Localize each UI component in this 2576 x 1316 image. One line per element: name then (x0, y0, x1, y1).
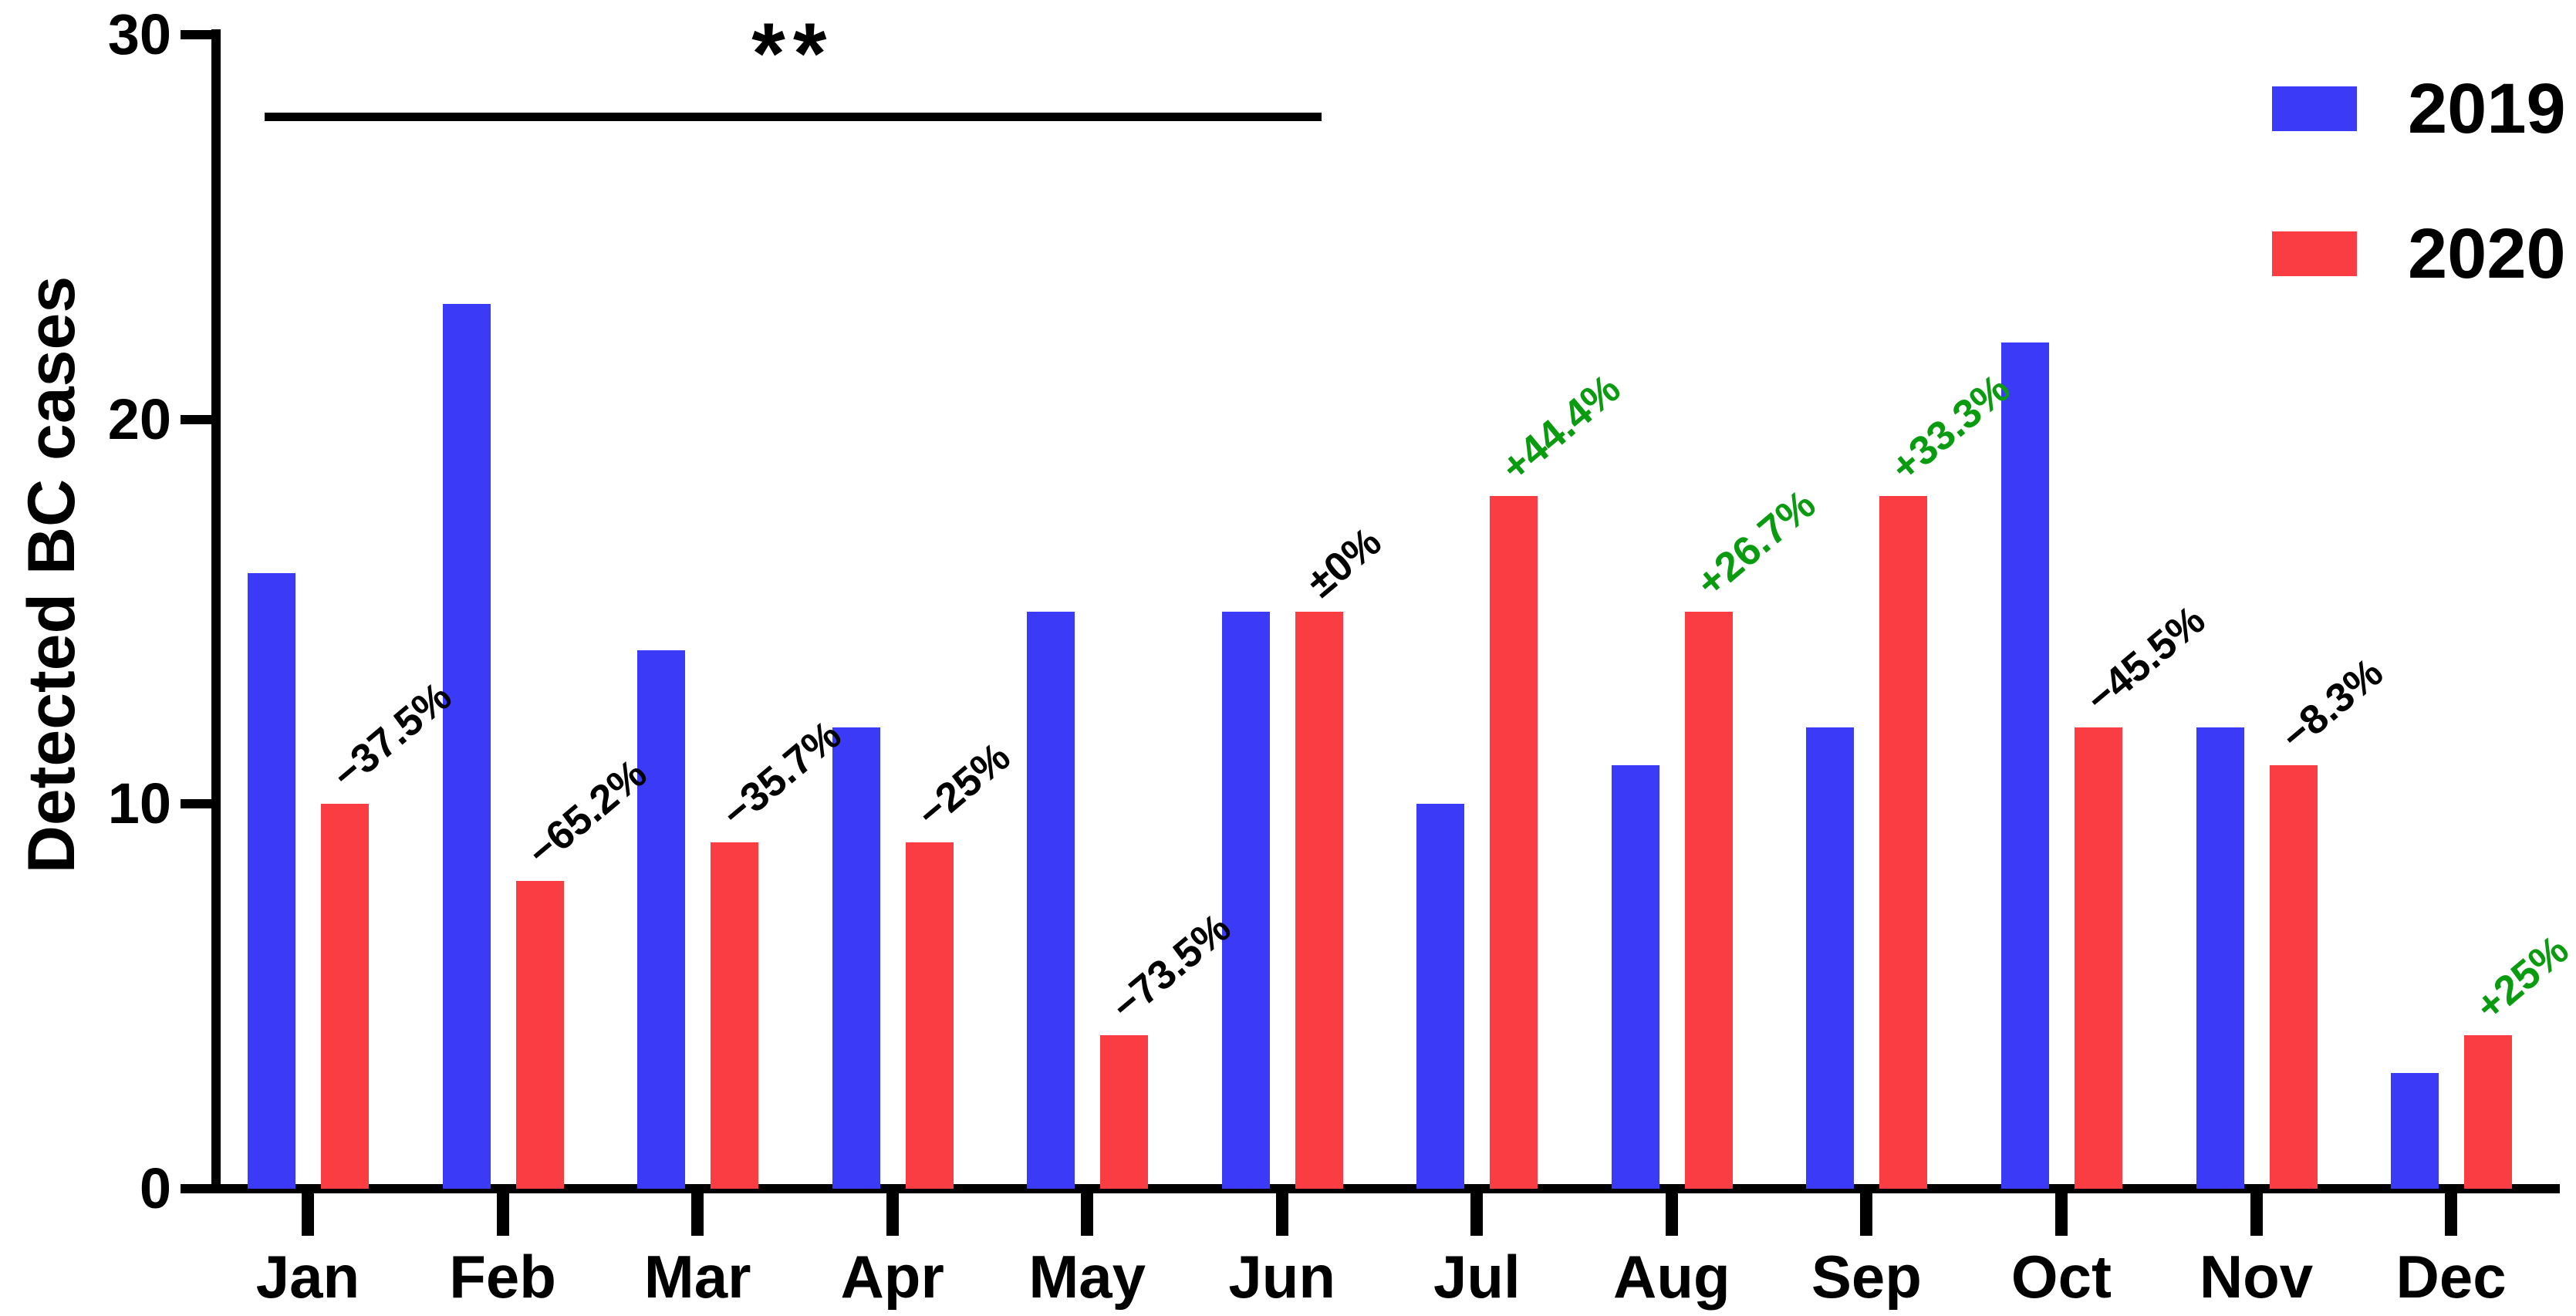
annotation-dec: +25% (2466, 926, 2576, 1030)
x-tick-mark (302, 1193, 314, 1236)
x-tick-label-aug: Aug (1613, 1243, 1730, 1311)
x-tick-label-nov: Nov (2199, 1243, 2314, 1311)
legend-label-2020: 2020 (2408, 214, 2566, 293)
bar-2020-sep (1879, 496, 1928, 1189)
x-tick-mark (2250, 1193, 2263, 1236)
x-tick-mark (1470, 1193, 1484, 1236)
legend-swatch-2019-icon (2272, 86, 2357, 131)
annotation-jul: +44.4% (1493, 366, 1629, 491)
y-tick-mark (181, 799, 211, 809)
y-tick-label: 20 (107, 386, 171, 451)
x-tick-label-may: May (1028, 1243, 1146, 1311)
bar-2019-mar (637, 650, 686, 1189)
y-tick-label: 10 (107, 771, 171, 836)
bar-2020-mar (711, 842, 759, 1189)
annotation-may: −73.5% (1102, 904, 1240, 1030)
annotation-feb: −65.2% (518, 751, 656, 876)
x-axis-line (211, 1184, 2560, 1193)
annotation-jun: ±0% (1298, 518, 1390, 606)
bar-2020-oct (2074, 727, 2122, 1189)
bar-2019-jun (1221, 612, 1270, 1189)
bar-2019-may (1027, 612, 1075, 1189)
bar-2020-may (1100, 1034, 1149, 1189)
legend-swatch-2020-icon (2272, 231, 2357, 276)
bar-2019-jul (1416, 804, 1465, 1189)
annotation-aug: +26.7% (1687, 481, 1825, 606)
x-tick-mark (2445, 1193, 2458, 1236)
y-tick-mark (181, 30, 211, 39)
y-tick-label: 30 (107, 2, 171, 66)
x-tick-mark (1275, 1193, 1288, 1236)
legend: 2019 2020 (2272, 69, 2566, 364)
x-tick-label-jan: Jan (255, 1243, 360, 1311)
annotation-oct: −45.5% (2077, 596, 2214, 722)
x-tick-label-apr: Apr (840, 1243, 944, 1311)
bar-2019-sep (1806, 727, 1855, 1189)
x-tick-label-oct: Oct (2010, 1243, 2112, 1311)
x-tick-mark (691, 1193, 704, 1236)
significance-bracket-line (265, 113, 1322, 121)
x-tick-mark (886, 1193, 899, 1236)
y-tick-mark (181, 414, 211, 424)
x-tick-mark (1081, 1193, 1094, 1236)
legend-item-2019: 2019 (2272, 69, 2566, 148)
x-tick-mark (1860, 1193, 1873, 1236)
x-tick-label-jul: Jul (1433, 1243, 1521, 1311)
bar-2020-jul (1490, 496, 1538, 1189)
x-tick-label-jun: Jun (1228, 1243, 1336, 1311)
legend-label-2019: 2019 (2408, 69, 2566, 148)
bar-2019-aug (1611, 765, 1659, 1189)
y-tick-mark (181, 1184, 211, 1193)
bar-2019-oct (2000, 342, 2049, 1189)
x-tick-mark (2054, 1193, 2068, 1236)
bar-2019-dec (2391, 1073, 2439, 1189)
x-tick-label-sep: Sep (1811, 1243, 1922, 1311)
annotation-sep: +33.3% (1882, 366, 2019, 491)
bar-2020-aug (1684, 612, 1733, 1189)
annotation-jan: −37.5% (323, 673, 461, 799)
y-axis-line (211, 29, 221, 1193)
bar-2020-jan (321, 804, 369, 1189)
y-tick-label: 0 (139, 1156, 171, 1220)
bar-2020-dec (2464, 1034, 2513, 1189)
bar-2019-jan (248, 573, 295, 1189)
bar-2020-nov (2269, 765, 2318, 1189)
bar-2020-feb (515, 881, 564, 1189)
x-tick-mark (496, 1193, 509, 1236)
annotation-apr: −25% (908, 734, 1019, 837)
bar-2019-apr (832, 727, 880, 1189)
annotation-nov: −8.3% (2272, 650, 2392, 761)
x-tick-label-dec: Dec (2395, 1243, 2507, 1311)
x-tick-label-feb: Feb (449, 1243, 556, 1311)
x-tick-label-mar: Mar (643, 1243, 751, 1311)
bar-2019-feb (442, 304, 491, 1189)
legend-item-2020: 2020 (2272, 214, 2566, 293)
annotation-mar: −35.7% (713, 712, 850, 837)
bar-2019-nov (2196, 727, 2244, 1189)
significance-stars: ** (751, 5, 835, 102)
bar-2020-jun (1295, 612, 1343, 1189)
bar-2020-apr (905, 842, 954, 1189)
x-tick-mark (1665, 1193, 1678, 1236)
